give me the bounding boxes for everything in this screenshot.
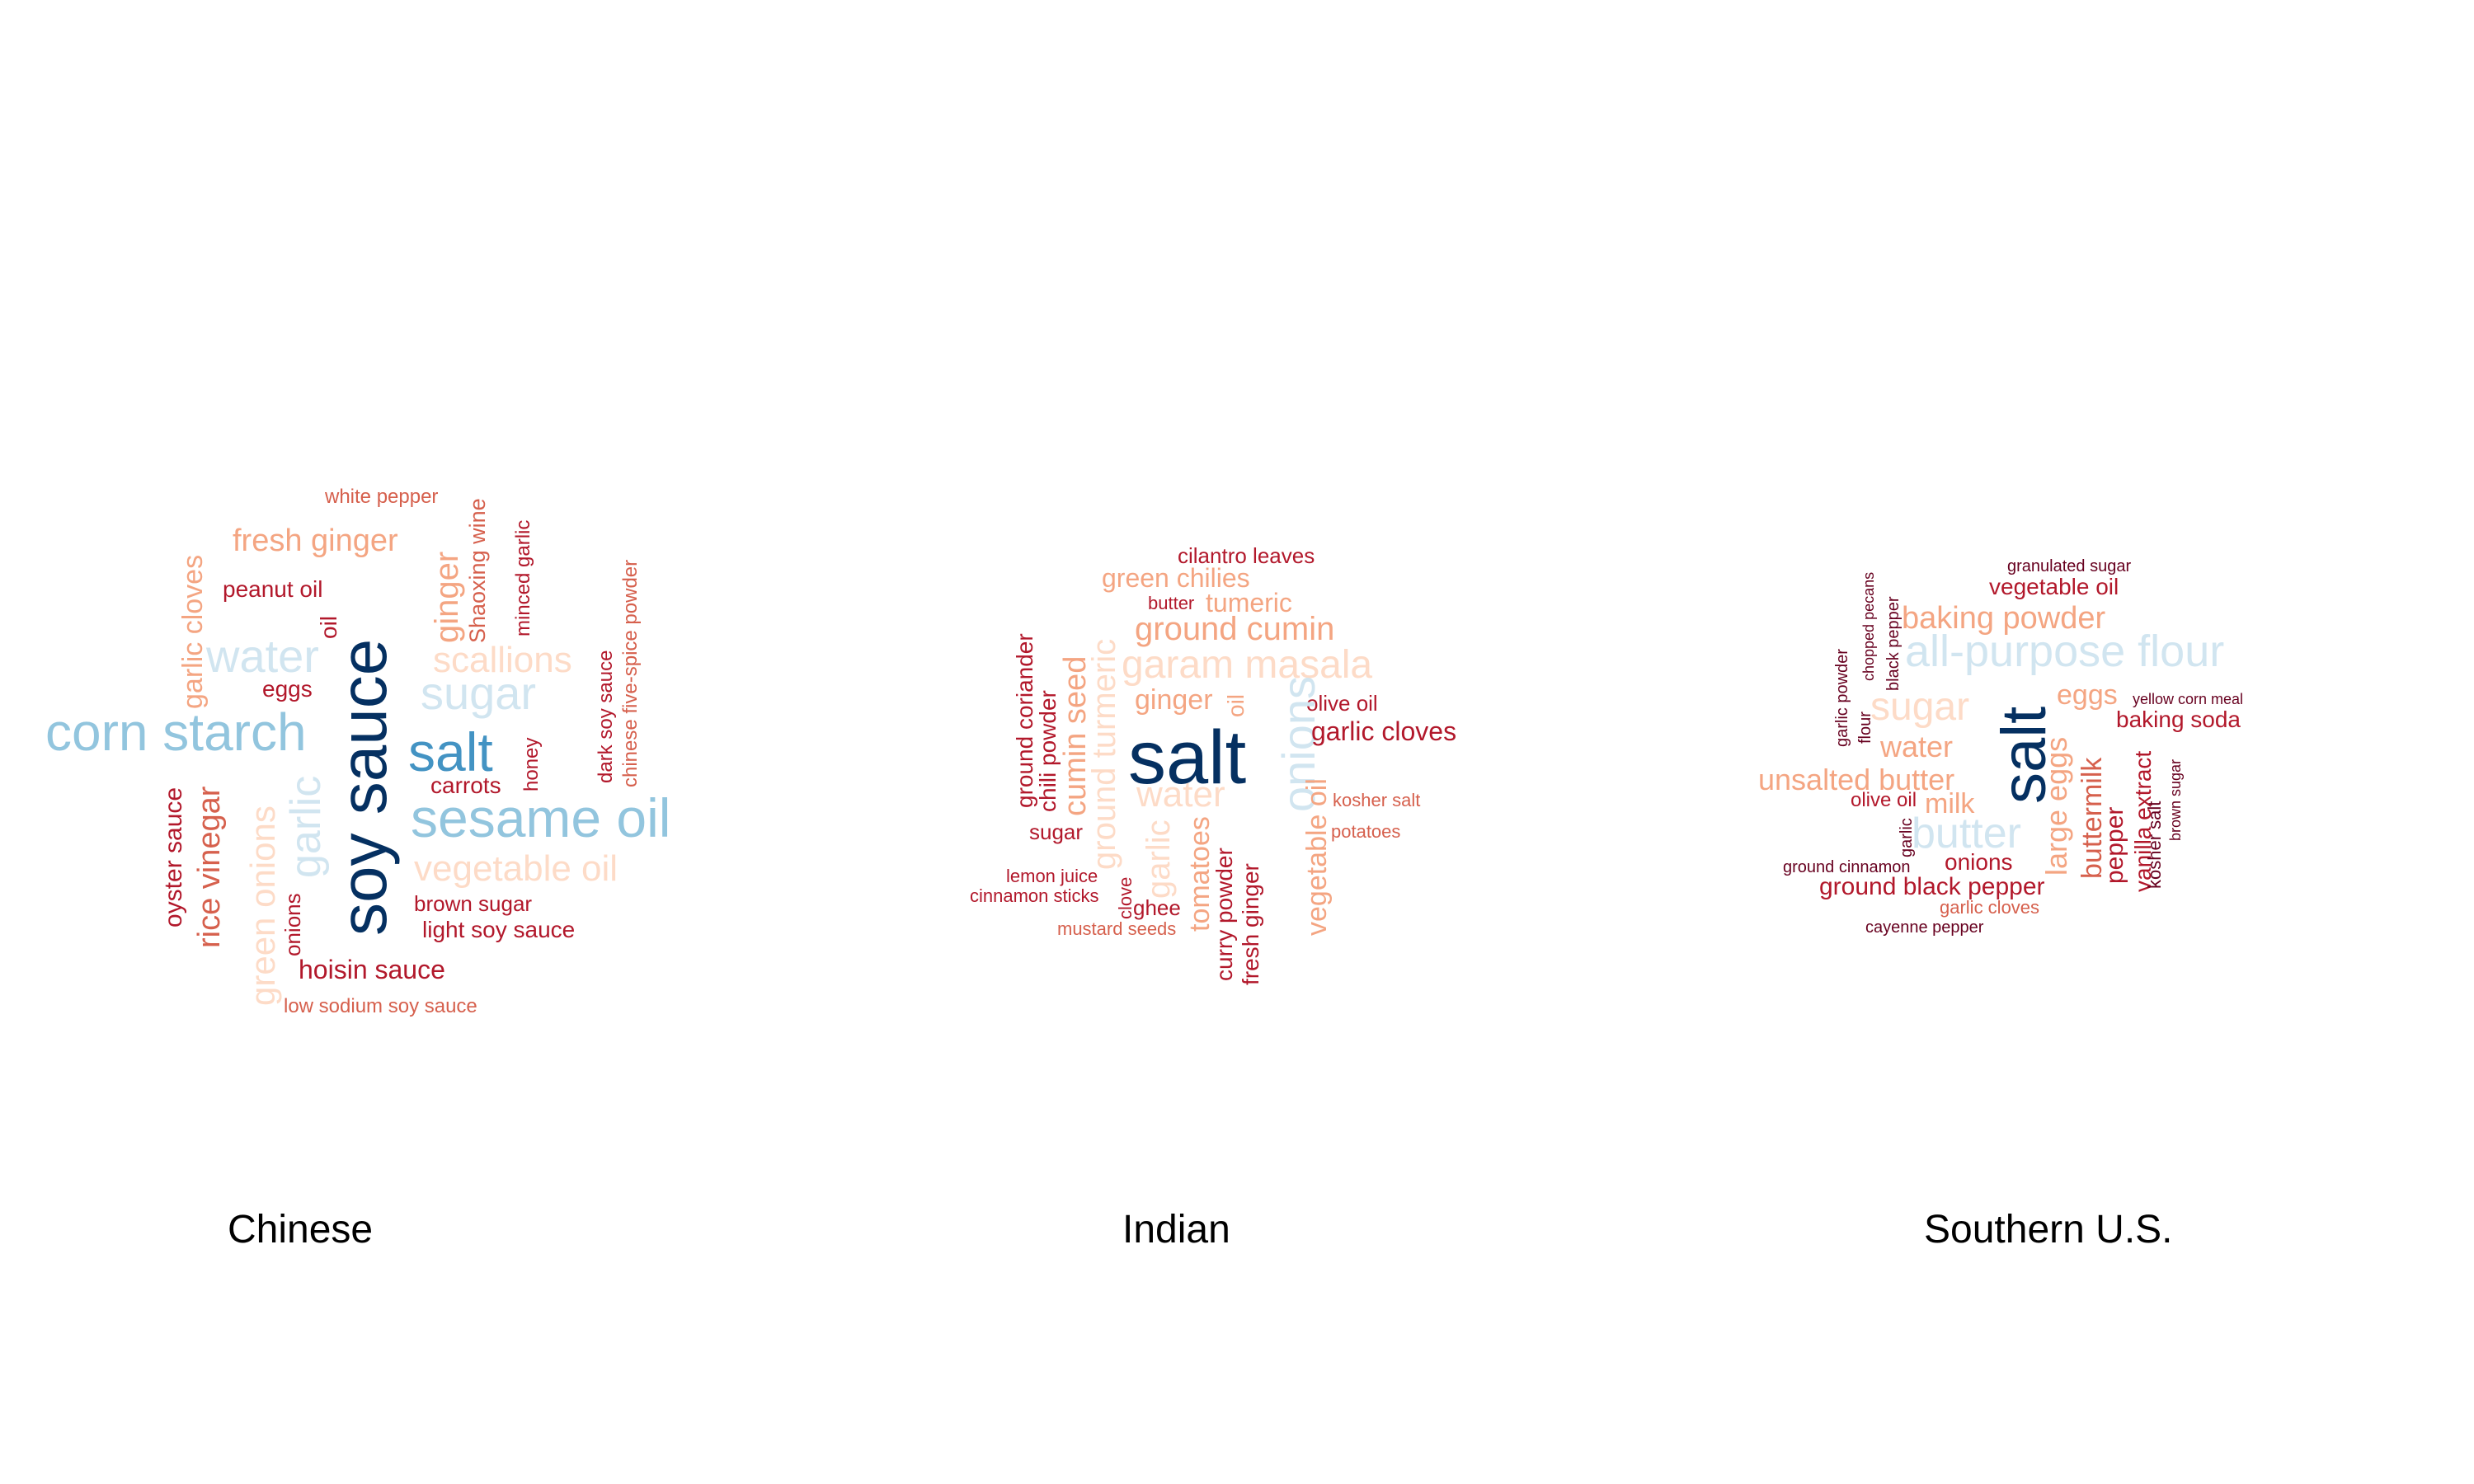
indian-word-salt: salt bbox=[1128, 716, 1246, 800]
chinese-word-green-onions: green onions bbox=[243, 805, 282, 1006]
chinese-word-sesame-oil: sesame oil bbox=[411, 787, 670, 848]
southern-word-water: water bbox=[1879, 730, 1953, 763]
indian-word-curry-powder: curry powder bbox=[1211, 848, 1237, 981]
indian-word-ground-turmeric: ground turmeric bbox=[1086, 639, 1122, 870]
southern-word-garlic-powder: garlic powder bbox=[1833, 649, 1851, 747]
indian-word-ground-coriander: ground coriander bbox=[1012, 633, 1037, 808]
chinese-word-shaoxing-wine: Shaoxing wine bbox=[465, 498, 490, 643]
southern-word-butter: butter bbox=[1912, 810, 2021, 857]
southern-word-granulated-sugar: granulated sugar bbox=[2007, 557, 2131, 575]
indian-word-tomatoes: tomatoes bbox=[1184, 816, 1216, 932]
indian-word-onions: onions bbox=[1272, 676, 1324, 812]
southern-word-garlic: garlic bbox=[1898, 818, 1916, 857]
chinese-word-fresh-ginger: fresh ginger bbox=[233, 524, 398, 558]
indian-word-green-chilies: green chilies bbox=[1102, 563, 1250, 593]
chinese-word-vegetable-oil: vegetable oil bbox=[414, 848, 618, 889]
chinese-word-white-pepper: white pepper bbox=[324, 486, 438, 508]
southern-word-kosher-salt: kosher salt bbox=[2144, 801, 2165, 889]
indian-word-fresh-ginger: fresh ginger bbox=[1238, 863, 1263, 985]
indian-word-garlic: garlic bbox=[1141, 819, 1177, 899]
indian-word-water: water bbox=[1136, 774, 1225, 815]
southern-word-salt: salt bbox=[1989, 707, 2059, 804]
indian-word-olive-oil: olive oil bbox=[1306, 691, 1378, 716]
southern-word-flour: flour bbox=[1856, 711, 1874, 744]
southern-word-olive-oil: olive oil bbox=[1851, 789, 1917, 811]
southern-word-baking-soda: baking soda bbox=[2116, 707, 2241, 732]
chinese-word-garlic-cloves: garlic cloves bbox=[177, 555, 209, 709]
southern-word-brown-sugar: brown sugar bbox=[2167, 759, 2184, 841]
southern-word-all-purpose-flour: all-purpose flour bbox=[1905, 627, 2224, 676]
southern-word-large-eggs: large eggs bbox=[2039, 737, 2073, 876]
chinese-word-corn-starch: corn starch bbox=[45, 702, 307, 762]
indian-word-garlic-cloves: garlic cloves bbox=[1311, 716, 1456, 746]
chinese-word-minced-garlic: minced garlic bbox=[512, 520, 534, 636]
indian-word-cinnamon-sticks: cinnamon sticks bbox=[970, 885, 1099, 906]
indian-word-potatoes: potatoes bbox=[1331, 821, 1400, 842]
chinese-word-oyster-sauce: oyster sauce bbox=[160, 787, 187, 928]
indian-word-chili-powder: chili powder bbox=[1035, 690, 1061, 812]
chinese-word-light-soy-sauce: light soy sauce bbox=[422, 917, 575, 942]
chinese-word-peanut-oil: peanut oil bbox=[223, 576, 322, 602]
chinese-word-soy-sauce: soy sauce bbox=[327, 639, 400, 936]
indian-word-ginger: ginger bbox=[1135, 684, 1213, 716]
southern-word-pepper: pepper bbox=[2101, 807, 2128, 884]
indian-word-garam-masala: garam masala bbox=[1122, 643, 1372, 687]
indian-word-kosher-salt: kosher salt bbox=[1333, 790, 1420, 810]
indian-word-oil: oil bbox=[1223, 694, 1249, 717]
southern-word-vegetable-oil: vegetable oil bbox=[1989, 574, 2119, 599]
chinese-word-chinese-five-spice-powder: chinese five-spice powder bbox=[619, 560, 642, 787]
southern-word-ground-cinnamon: ground cinnamon bbox=[1783, 858, 1911, 876]
southern-word-sugar: sugar bbox=[1870, 685, 1969, 729]
chinese-word-eggs: eggs bbox=[262, 676, 313, 702]
indian-panel-caption: Indian bbox=[1122, 1208, 1230, 1252]
southern-word-ground-black-pepper: ground black pepper bbox=[1819, 873, 2045, 900]
southern-panel-caption: Southern U.S. bbox=[1924, 1208, 2173, 1252]
chinese-panel-caption: Chinese bbox=[228, 1208, 374, 1252]
southern-word-yellow-corn-meal: yellow corn meal bbox=[2133, 691, 2243, 707]
indian-word-vegetable-oil: vegetable oil bbox=[1301, 778, 1333, 936]
chinese-word-honey: honey bbox=[520, 738, 543, 791]
southern-word-black-pepper: black pepper bbox=[1884, 596, 1903, 691]
southern-word-garlic-cloves: garlic cloves bbox=[1940, 897, 2039, 918]
indian-word-sugar: sugar bbox=[1029, 819, 1083, 844]
indian-word-ghee: ghee bbox=[1133, 895, 1181, 920]
chinese-word-rice-vinegar: rice vinegar bbox=[192, 786, 227, 948]
chinese-word-hoisin-sauce: hoisin sauce bbox=[299, 955, 445, 984]
southern-word-milk: milk bbox=[1925, 788, 1975, 819]
southern-word-eggs: eggs bbox=[2057, 679, 2118, 711]
chinese-word-low-sodium-soy-sauce: low sodium soy sauce bbox=[284, 995, 477, 1017]
indian-word-clove: clove bbox=[1115, 877, 1136, 919]
chinese-word-dark-soy-sauce: dark soy sauce bbox=[595, 650, 617, 783]
southern-word-cayenne-pepper: cayenne pepper bbox=[1865, 918, 1984, 937]
southern-word-onions: onions bbox=[1945, 849, 2013, 875]
chinese-word-sugar: sugar bbox=[421, 667, 536, 719]
chinese-word-salt: salt bbox=[408, 721, 493, 782]
southern-word-buttermilk: buttermilk bbox=[2077, 757, 2108, 879]
southern-word-baking-powder: baking powder bbox=[1902, 601, 2106, 636]
chinese-word-oil: oil bbox=[316, 616, 341, 639]
indian-word-cumin-seed: cumin seed bbox=[1058, 656, 1093, 816]
chinese-word-ginger: ginger bbox=[429, 552, 465, 643]
indian-word-cilantro-leaves: cilantro leaves bbox=[1178, 543, 1315, 568]
chinese-word-scallions: scallions bbox=[433, 640, 572, 680]
indian-word-mustard-seeds: mustard seeds bbox=[1057, 918, 1176, 939]
southern-word-unsalted-butter: unsalted butter bbox=[1758, 763, 1954, 796]
southern-word-vanilla-extract: vanilla extract bbox=[2130, 751, 2156, 892]
chinese-word-garlic: garlic bbox=[282, 776, 330, 878]
chinese-word-carrots: carrots bbox=[430, 773, 501, 798]
indian-word-lemon-juice: lemon juice bbox=[1006, 866, 1098, 886]
chinese-word-brown-sugar: brown sugar bbox=[414, 891, 532, 916]
chinese-word-water: water bbox=[205, 630, 319, 682]
indian-word-ground-cumin: ground cumin bbox=[1135, 611, 1334, 647]
chinese-word-onions: onions bbox=[280, 893, 305, 956]
indian-word-butter: butter bbox=[1148, 593, 1194, 613]
indian-word-tumeric: tumeric bbox=[1206, 588, 1292, 618]
southern-word-chopped-pecans: chopped pecans bbox=[1860, 572, 1877, 681]
